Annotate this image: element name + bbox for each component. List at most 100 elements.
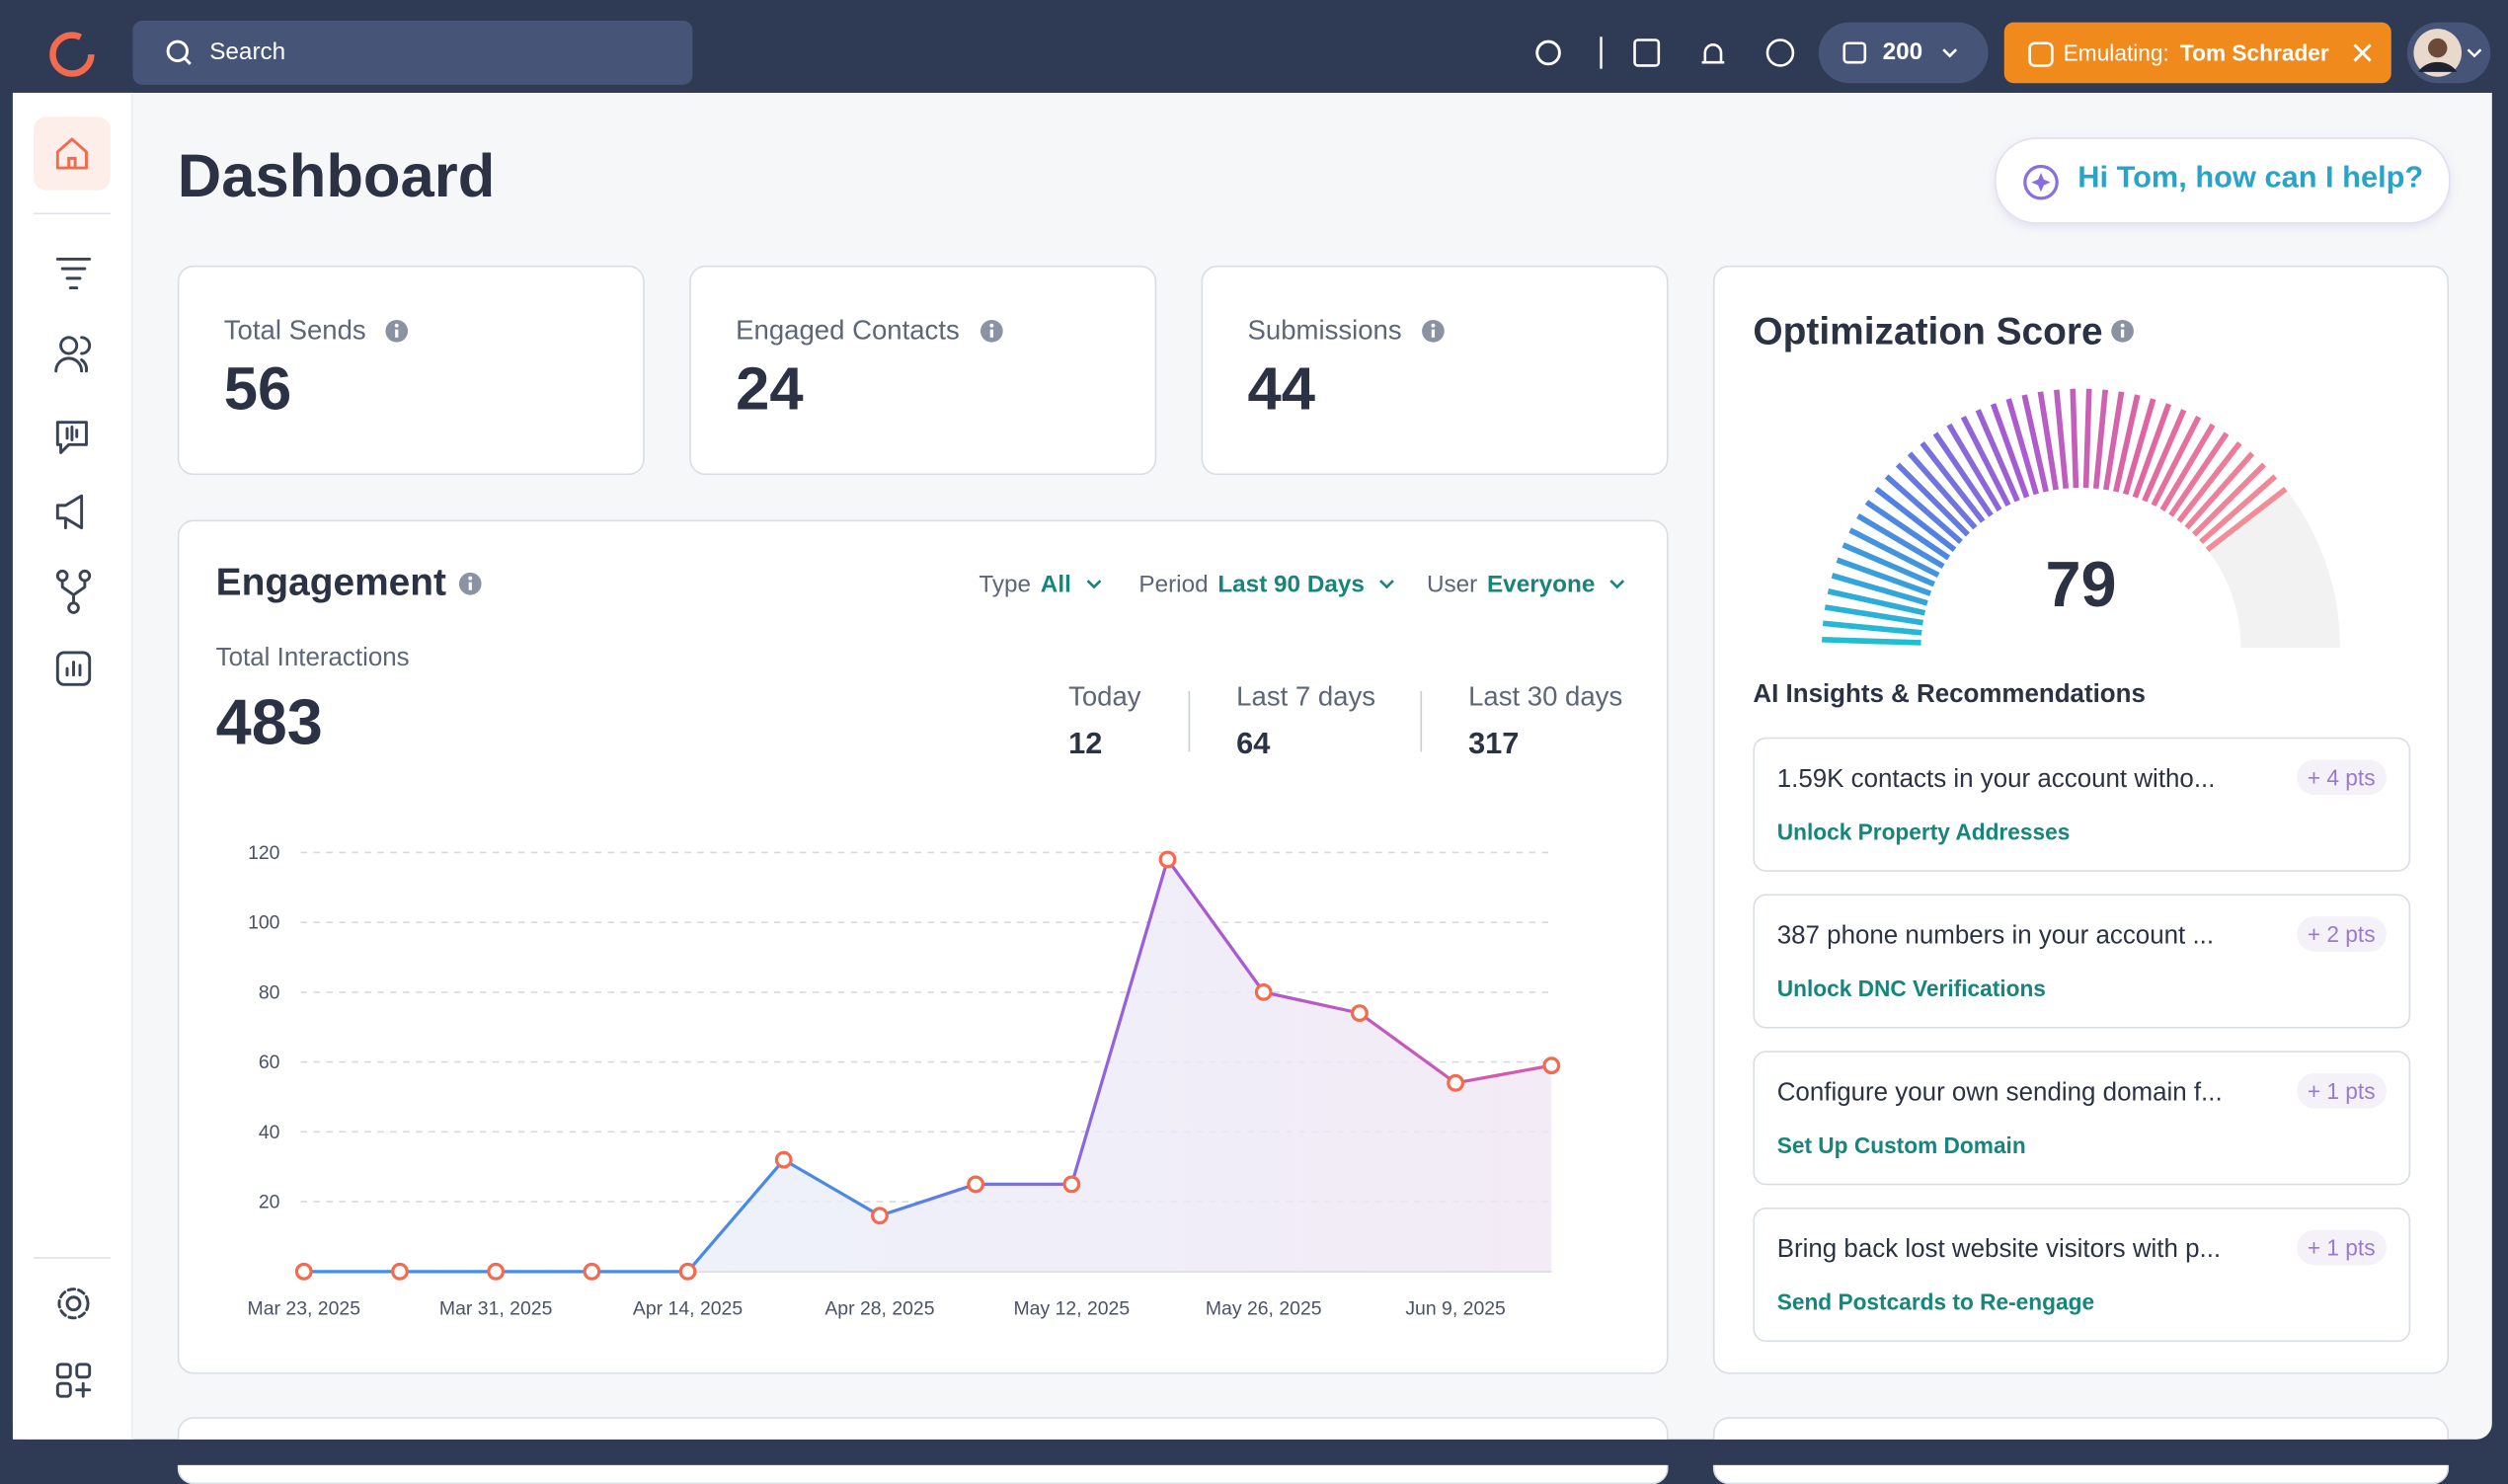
period-value: 12 xyxy=(1068,728,1103,762)
point xyxy=(871,1207,889,1225)
gauge-tick xyxy=(2037,391,2059,491)
gauge-tick xyxy=(2199,474,2278,545)
period-divider xyxy=(1420,690,1423,752)
recommendation[interactable]: 1.59K contacts in your account witho... +… xyxy=(1753,737,2411,872)
home-icon xyxy=(55,137,88,170)
nav-apps[interactable] xyxy=(55,1363,92,1398)
recommendation[interactable]: Configure your own sending domain f... + … xyxy=(1753,1051,2411,1186)
stat-card xyxy=(689,265,1157,476)
gauge-tick xyxy=(1822,636,1921,646)
engagement-chart: 20 40 60 80 100 120 Mar 23, 2025 Mar 31, 2025 Ap… xyxy=(248,842,1561,1320)
gauge-tick xyxy=(1836,557,1932,596)
divider xyxy=(34,1257,111,1259)
point xyxy=(1542,1056,1561,1075)
x-tick-label: Jun 9, 2025 xyxy=(1405,1298,1506,1320)
credits-button[interactable]: 200 xyxy=(1818,22,1989,84)
gauge-tick xyxy=(2132,403,2172,499)
nav-campaigns[interactable] xyxy=(55,494,84,530)
nav-settings[interactable] xyxy=(57,1288,90,1320)
gauge-tick xyxy=(2205,486,2288,553)
assistant-icon xyxy=(2023,164,2059,200)
search-box[interactable]: Search xyxy=(132,21,693,85)
frame-bottom xyxy=(0,1439,2508,1465)
recommendation-text: Configure your own sending domain f... xyxy=(1776,1079,2223,1107)
score-gauge: 79 xyxy=(1822,388,2340,649)
info-icon[interactable] xyxy=(457,571,483,596)
score-value: 79 xyxy=(2045,548,2116,620)
filter-value: All xyxy=(1040,571,1071,598)
y-tick-label: 20 xyxy=(259,1192,280,1213)
gauge-tick xyxy=(2122,398,2156,496)
help-icon[interactable] xyxy=(1765,39,1795,67)
user-menu[interactable] xyxy=(2406,22,2491,84)
gauge-tick xyxy=(1884,474,1963,545)
nav-workflows[interactable] xyxy=(55,569,92,614)
gauge-tick xyxy=(2184,451,2255,530)
x-tick-label: Mar 31, 2025 xyxy=(439,1298,552,1320)
assistant-text: Hi Tom, how can I help? xyxy=(2077,161,2424,195)
stop-emulating[interactable] xyxy=(2351,41,2374,64)
gauge-tick xyxy=(2113,394,2141,493)
recommendation-action[interactable]: Set Up Custom Domain xyxy=(1776,1132,2026,1158)
gauge-tick xyxy=(1907,451,1978,530)
credits-icon xyxy=(1842,41,1867,64)
recommendation-action[interactable]: Unlock Property Addresses xyxy=(1776,819,2071,845)
y-tick-label: 80 xyxy=(259,981,280,1003)
info-icon[interactable] xyxy=(384,318,410,344)
period-divider xyxy=(1188,690,1191,752)
gauge-tick xyxy=(1975,409,2020,503)
emulating-user: Tom Schrader xyxy=(2179,39,2329,66)
assistant-button[interactable]: Hi Tom, how can I help? xyxy=(1995,137,2451,224)
gauge-tick xyxy=(2176,440,2242,523)
bell-icon[interactable] xyxy=(1701,43,1725,64)
search-icon xyxy=(166,39,192,65)
point xyxy=(967,1175,985,1194)
nav-home[interactable] xyxy=(34,117,111,191)
gauge-tick xyxy=(1856,513,1945,570)
gauge-tick xyxy=(1920,440,1986,523)
recommendation-action[interactable]: Send Postcards to Re-engage xyxy=(1776,1289,2095,1315)
info-icon[interactable] xyxy=(1420,318,1446,344)
ai-icon[interactable] xyxy=(1535,39,1561,66)
recommendation-text: 387 phone numbers in your account ... xyxy=(1776,922,2215,951)
avatar xyxy=(2413,29,2482,77)
gauge-tick xyxy=(2142,409,2187,503)
point xyxy=(487,1262,506,1281)
gauge-tick xyxy=(1932,431,1994,517)
gauge-tick xyxy=(1864,500,1951,561)
stat-value: 24 xyxy=(736,356,804,425)
recommendation[interactable]: Bring back lost website visitors with p.… xyxy=(1753,1208,2411,1343)
nav-conversations[interactable] xyxy=(55,421,88,454)
x-tick-label: Apr 14, 2025 xyxy=(633,1298,743,1320)
nav-reports[interactable] xyxy=(55,651,92,686)
gauge-tick xyxy=(2082,388,2092,489)
total-label: Total Interactions xyxy=(215,644,410,672)
point xyxy=(391,1262,409,1281)
nav-icons xyxy=(54,257,92,686)
engagement-title: Engagement xyxy=(215,561,447,605)
gauge-tick xyxy=(1990,403,2030,499)
x-tick-label: May 26, 2025 xyxy=(1206,1298,1322,1320)
divider xyxy=(34,212,111,215)
recommendation-action[interactable]: Unlock DNC Verifications xyxy=(1776,976,2046,1002)
info-icon[interactable] xyxy=(2110,318,2136,344)
point xyxy=(1351,1004,1369,1023)
emulating-label: Emulating: xyxy=(2063,39,2169,66)
nav-funnel[interactable] xyxy=(55,257,92,290)
info-icon[interactable] xyxy=(979,318,1004,344)
filter-dropdown[interactable]: User Everyone xyxy=(1427,571,1627,598)
gauge-value xyxy=(1822,388,2288,646)
nav-contacts[interactable] xyxy=(54,336,92,373)
list-icon[interactable] xyxy=(1633,39,1661,67)
filter-dropdown[interactable]: Period Last 90 Days xyxy=(1138,571,1396,598)
point xyxy=(1158,850,1177,869)
logo[interactable] xyxy=(44,28,99,82)
search-placeholder: Search xyxy=(209,38,286,66)
recommendation[interactable]: 387 phone numbers in your account ... + 2… xyxy=(1753,894,2411,1029)
gauge-tick xyxy=(1824,604,1923,626)
sidebar xyxy=(12,92,133,1440)
x-tick-label: Mar 23, 2025 xyxy=(248,1298,360,1320)
filter-dropdown[interactable]: Type All xyxy=(979,571,1103,598)
recommendation-text: Bring back lost website visitors with p.… xyxy=(1776,1236,2222,1264)
filter-value: Everyone xyxy=(1486,571,1596,598)
